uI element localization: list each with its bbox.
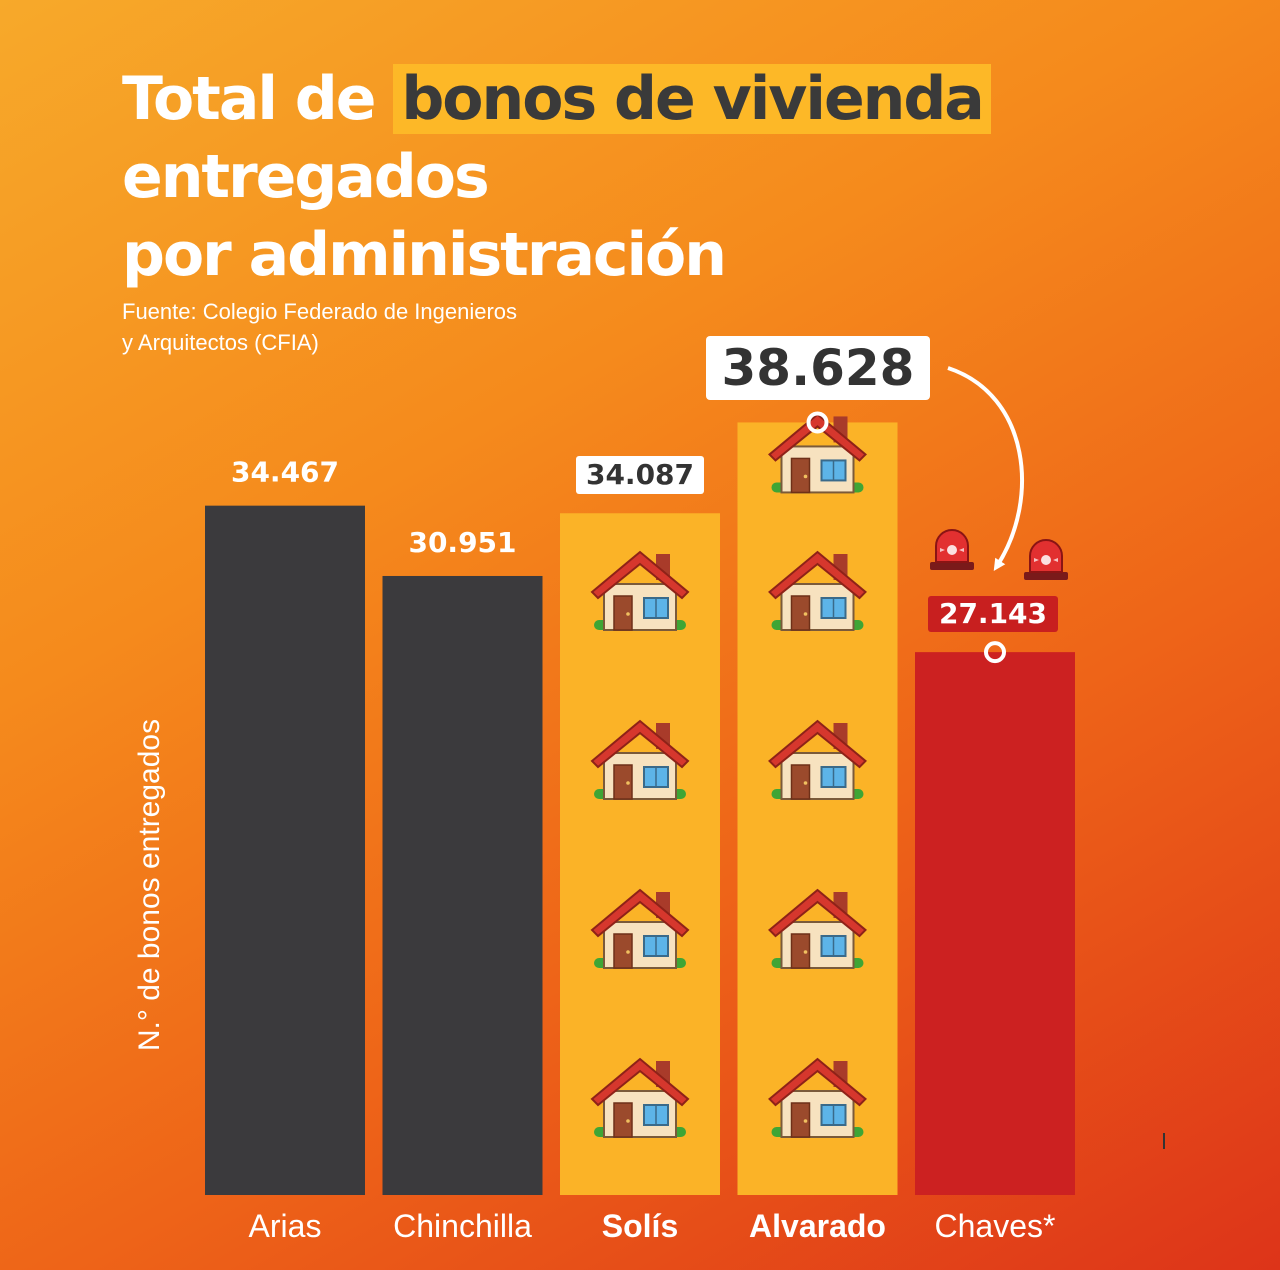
x-tick-label-arias: Arias: [249, 1208, 322, 1244]
x-tick-label-chinchilla: Chinchilla: [393, 1208, 532, 1244]
source-line1: Fuente: Colegio Federado de Ingenieros: [122, 299, 518, 324]
value-label-chinchilla: 30.951: [408, 526, 516, 559]
x-tick-label-alvarado: Alvarado: [749, 1208, 886, 1244]
siren-icon: [1023, 539, 1069, 581]
bar-chinchilla: [382, 575, 543, 1195]
x-tick-label-sols: Solís: [602, 1208, 678, 1244]
source-note: Fuente: Colegio Federado de Ingenieros y…: [122, 296, 517, 358]
decline-arrow: [947, 366, 1024, 572]
value-label-alvarado: 38.628: [706, 336, 930, 400]
bar-alvarado: [737, 422, 898, 1195]
siren-icon: [929, 529, 975, 571]
bar-arias: [205, 505, 365, 1195]
title-line2: entregados: [122, 142, 490, 212]
value-label-arias: 34.467: [231, 456, 339, 489]
x-tick-label-chaves: Chaves*: [935, 1208, 1056, 1244]
value-label-chaves: 27.143: [928, 596, 1058, 632]
text-cursor: [1163, 1133, 1165, 1149]
title-line3: por administración: [122, 220, 727, 290]
title-pre: Total de: [122, 64, 376, 134]
bar-chaves: [915, 652, 1075, 1195]
marker-ring-chaves: [984, 641, 1006, 664]
title-highlight: bonos de vivienda: [393, 64, 991, 134]
value-label-solis: 34.087: [576, 456, 704, 494]
marker-ring-alvarado: [806, 411, 829, 434]
source-line2: y Arquitectos (CFIA): [122, 330, 319, 355]
chart-title: Total de bonos de vivienda entregados por …: [122, 60, 1082, 294]
